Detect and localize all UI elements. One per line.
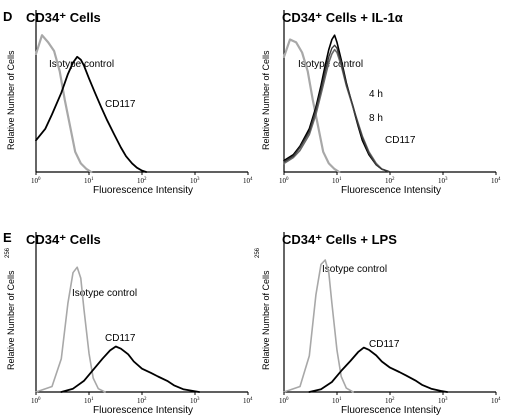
series-line-isotype-control [35, 266, 106, 393]
y-axis-label: Relative Number of Cells [261, 270, 271, 370]
y-axis-label: Relative Number of Cells [6, 270, 16, 370]
series-line-cd117 [283, 44, 391, 173]
x-tick-label: 102 [137, 177, 147, 185]
x-tick-label: 102 [137, 397, 147, 405]
series-line-isotype-control [282, 38, 341, 174]
x-tick-label: 103 [190, 397, 200, 405]
panel-d-left: CD34⁺ Cells Relative Number of Cells Flu… [6, 10, 248, 196]
annotation-8h: 8 h [369, 113, 383, 124]
isotype-label: Isotype control [298, 59, 363, 70]
panel-title: CD34⁺ Cells + IL-1α [282, 10, 403, 25]
isotype-label: Isotype control [322, 264, 387, 275]
x-tick-label: 104 [491, 177, 501, 185]
panel-title: CD34⁺ Cells [26, 232, 101, 247]
series-line-cd117 [308, 346, 449, 393]
y-top-tick: 256 [5, 247, 11, 258]
cd117-label: CD117 [105, 99, 136, 110]
x-axis-label: Fluorescence Intensity [341, 405, 441, 416]
x-tick-label: 104 [491, 397, 501, 405]
y-axis-label: Relative Number of Cells [261, 50, 271, 150]
series-line-cd117 [60, 345, 201, 393]
x-tick-label: 104 [243, 397, 253, 405]
cd117-label: CD117 [369, 339, 400, 350]
x-tick-label: 102 [385, 397, 395, 405]
x-axis-label: Fluorescence Intensity [93, 405, 193, 416]
x-tick-label: 100 [279, 397, 289, 405]
x-tick-label: 101 [332, 177, 342, 185]
panel-e-left: CD34⁺ Cells 256 Relative Number of Cells… [5, 232, 248, 416]
isotype-label: Isotype control [49, 59, 114, 70]
x-tick-label: 104 [243, 177, 253, 185]
y-axis-label: Relative Number of Cells [6, 50, 16, 150]
panel-title: CD34⁺ Cells [26, 10, 101, 25]
x-tick-label: 103 [190, 177, 200, 185]
row-label-d: D [3, 9, 12, 24]
x-tick-label: 100 [31, 397, 41, 405]
series-line-cd117 [35, 55, 148, 173]
x-tick-label: 103 [438, 177, 448, 185]
x-tick-label: 101 [332, 397, 342, 405]
x-tick-label: 100 [279, 177, 289, 185]
x-tick-label: 101 [84, 397, 94, 405]
isotype-label: Isotype control [72, 288, 137, 299]
x-tick-label: 103 [438, 397, 448, 405]
x-tick-label: 101 [84, 177, 94, 185]
panel-title: CD34⁺ Cells + LPS [282, 232, 397, 247]
cd117-label: CD117 [105, 333, 136, 344]
annotation-4h: 4 h [369, 89, 383, 100]
row-label-e: E [3, 230, 12, 245]
annotation-cd117: CD117 [385, 135, 416, 146]
x-tick-label: 100 [31, 177, 41, 185]
x-axis-label: Fluorescence Intensity [341, 185, 441, 196]
panel-e-right: CD34⁺ Cells + LPS 256 Relative Number of… [255, 232, 496, 416]
panel-d-right: CD34⁺ Cells + IL-1α Relative Number of C… [261, 10, 496, 196]
chart-marks: 100 101 102 103 104 100 101 102 103 104 100 101 102 1… [31, 34, 501, 405]
x-axis-label: Fluorescence Intensity [93, 185, 193, 196]
x-tick-label: 102 [385, 177, 395, 185]
series-line-isotype-control [283, 259, 354, 393]
y-top-tick: 256 [255, 247, 261, 258]
series-line-isotype-control [34, 34, 93, 174]
